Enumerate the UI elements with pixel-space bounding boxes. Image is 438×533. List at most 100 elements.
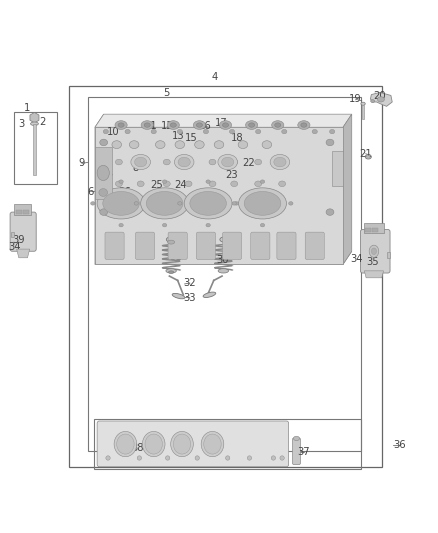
Text: 34: 34 [351, 254, 363, 264]
Ellipse shape [378, 97, 385, 102]
Ellipse shape [31, 122, 39, 125]
Ellipse shape [162, 180, 167, 183]
Text: 6: 6 [88, 187, 94, 197]
Text: 30: 30 [216, 255, 229, 264]
Ellipse shape [162, 223, 167, 227]
Ellipse shape [367, 156, 370, 158]
Text: 14: 14 [98, 183, 111, 193]
Ellipse shape [298, 120, 310, 130]
Ellipse shape [195, 456, 199, 460]
Ellipse shape [184, 188, 232, 219]
Ellipse shape [163, 159, 170, 165]
Polygon shape [215, 268, 233, 270]
Text: 5: 5 [163, 88, 170, 98]
Bar [372, 228, 378, 232]
Ellipse shape [169, 271, 174, 273]
Ellipse shape [293, 436, 300, 441]
Ellipse shape [209, 181, 216, 187]
Text: 34: 34 [9, 242, 21, 252]
Ellipse shape [106, 456, 110, 460]
Ellipse shape [232, 201, 237, 205]
Text: 17: 17 [215, 118, 228, 128]
Bar [16, 210, 22, 214]
Text: 19: 19 [349, 94, 362, 104]
Text: 8: 8 [132, 163, 138, 173]
Ellipse shape [289, 201, 293, 205]
Ellipse shape [103, 130, 109, 134]
Text: 1: 1 [24, 103, 30, 113]
Ellipse shape [196, 123, 202, 127]
Ellipse shape [163, 181, 170, 187]
Text: 33: 33 [184, 293, 196, 303]
Text: 35: 35 [366, 257, 378, 266]
Ellipse shape [219, 120, 232, 130]
Bar [365, 228, 371, 232]
Text: 9: 9 [79, 158, 85, 168]
Ellipse shape [97, 165, 110, 181]
Text: 20: 20 [373, 91, 385, 101]
Ellipse shape [131, 155, 150, 169]
Ellipse shape [274, 157, 286, 167]
Bar [69, 86, 382, 467]
Text: 39: 39 [13, 236, 25, 245]
Ellipse shape [193, 120, 205, 130]
Ellipse shape [206, 180, 210, 183]
Polygon shape [162, 250, 181, 252]
Polygon shape [364, 271, 384, 278]
Ellipse shape [147, 201, 152, 205]
Text: 28: 28 [221, 240, 233, 251]
Ellipse shape [271, 456, 276, 460]
Ellipse shape [249, 123, 254, 127]
Bar [95, 147, 112, 199]
Ellipse shape [142, 431, 165, 457]
Text: 22: 22 [243, 158, 255, 168]
Text: 15: 15 [185, 133, 198, 143]
Ellipse shape [230, 130, 235, 134]
Ellipse shape [167, 120, 180, 130]
Ellipse shape [144, 123, 150, 127]
Bar [14, 204, 31, 215]
Text: 26: 26 [119, 187, 131, 197]
Ellipse shape [137, 456, 141, 460]
Text: 36: 36 [394, 440, 406, 450]
Ellipse shape [166, 456, 170, 460]
Ellipse shape [125, 130, 130, 134]
Text: 13: 13 [172, 131, 184, 141]
Polygon shape [162, 268, 181, 270]
FancyBboxPatch shape [293, 438, 300, 465]
Text: 4: 4 [212, 72, 218, 82]
Bar [362, 104, 364, 118]
Ellipse shape [91, 201, 95, 205]
Text: 10: 10 [107, 126, 120, 136]
Ellipse shape [254, 181, 261, 187]
Text: 29: 29 [174, 239, 187, 249]
Ellipse shape [223, 123, 229, 127]
Text: 2: 2 [39, 117, 46, 126]
Ellipse shape [117, 434, 134, 454]
Polygon shape [371, 92, 392, 107]
Text: 3: 3 [18, 119, 25, 129]
Text: 21: 21 [359, 149, 372, 159]
Ellipse shape [361, 102, 365, 105]
Ellipse shape [166, 237, 176, 242]
Ellipse shape [116, 181, 122, 187]
Ellipse shape [145, 434, 162, 454]
Ellipse shape [151, 130, 156, 134]
Ellipse shape [238, 141, 248, 149]
Bar [332, 151, 343, 186]
Bar [364, 223, 384, 232]
Ellipse shape [118, 123, 124, 127]
FancyBboxPatch shape [105, 232, 124, 260]
Ellipse shape [222, 157, 234, 167]
Ellipse shape [218, 269, 229, 273]
Bar [11, 232, 14, 237]
Bar [94, 419, 361, 469]
Ellipse shape [137, 181, 144, 187]
Text: 27: 27 [119, 197, 131, 207]
Ellipse shape [134, 157, 147, 167]
Ellipse shape [129, 141, 139, 149]
Ellipse shape [282, 130, 287, 134]
Bar [33, 124, 36, 175]
Ellipse shape [329, 130, 335, 134]
Ellipse shape [172, 293, 185, 299]
